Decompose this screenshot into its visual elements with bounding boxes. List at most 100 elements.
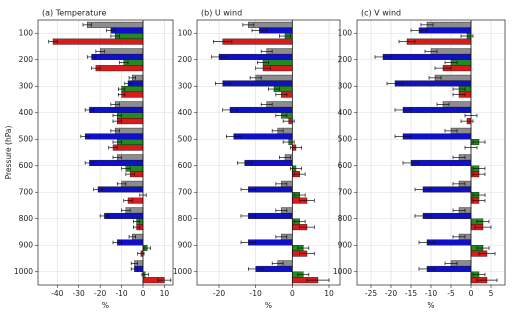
error-bar [242, 23, 255, 27]
y-tick-label: 600 [338, 161, 353, 170]
y-tick-label: 1000 [173, 267, 192, 276]
x-tick-label: -5 [447, 289, 455, 298]
error-bar [268, 87, 280, 91]
error-bar [128, 235, 136, 239]
error-bar [86, 55, 97, 59]
bar [95, 65, 144, 72]
error-bar [143, 246, 151, 250]
bar [406, 38, 472, 45]
error-bar [414, 214, 432, 218]
bar [222, 38, 293, 45]
bar [402, 133, 472, 140]
y-tick-label: 900 [338, 240, 353, 249]
error-bar [112, 113, 122, 118]
bar [222, 80, 293, 87]
error-bar [225, 134, 242, 139]
y-tick-label: 500 [178, 134, 193, 143]
error-bar [84, 108, 95, 112]
error-bar [133, 219, 141, 224]
bar [110, 27, 144, 34]
error-bar [271, 129, 284, 133]
error-bar [472, 166, 486, 171]
error-bar [112, 155, 122, 160]
error-bar [106, 28, 116, 33]
x-axis-label: % [427, 301, 434, 310]
error-bar [386, 81, 404, 86]
error-bar [420, 23, 434, 27]
x-tick-label: -15 [405, 289, 417, 298]
error-bar [214, 81, 231, 86]
y-tick-label: 700 [19, 187, 34, 196]
error-bar [452, 182, 466, 186]
bar [229, 106, 293, 113]
error-bar [275, 92, 288, 97]
error-bar [452, 87, 466, 91]
error-bar [257, 60, 269, 65]
bar [52, 38, 144, 45]
error-bar [452, 208, 466, 213]
x-axis-label: % [102, 301, 109, 310]
error-bar [306, 278, 330, 282]
error-bar [249, 76, 262, 80]
bar [87, 21, 144, 28]
error-bar [293, 172, 306, 176]
error-bar [112, 240, 122, 245]
error-bar [452, 235, 466, 239]
error-bar [275, 182, 288, 186]
bar [97, 186, 144, 193]
error-bar [91, 66, 101, 70]
error-bar [474, 225, 492, 229]
error-bar [410, 28, 428, 33]
x-tick-label: 0 [469, 289, 474, 298]
error-bar [128, 76, 136, 80]
panel-title: (a) Temperature [42, 9, 106, 18]
error-bar [110, 102, 120, 107]
bar [89, 106, 144, 113]
y-tick-label: 400 [178, 108, 193, 117]
y-tick-label: 600 [178, 161, 193, 170]
x-tick-label: -40 [51, 289, 63, 298]
y-tick-label: 200 [178, 55, 193, 64]
error-bar [472, 272, 486, 277]
error-bar [279, 34, 291, 38]
error-bar [236, 161, 253, 165]
y-tick-label: 600 [19, 161, 34, 170]
y-tick-label: 200 [338, 55, 353, 64]
error-bar [157, 278, 172, 282]
error-bar [472, 140, 486, 144]
error-bar [99, 214, 110, 218]
bar [218, 53, 293, 60]
error-bar [402, 161, 420, 165]
error-bar [299, 198, 315, 203]
error-bar [299, 225, 315, 229]
bar [91, 53, 144, 60]
error-bar [211, 55, 227, 59]
x-tick-label: -20 [385, 289, 397, 298]
x-tick-label: -10 [115, 289, 127, 298]
x-tick-label: -20 [213, 289, 225, 298]
y-tick-label: 800 [178, 214, 193, 223]
x-tick-label: 0 [290, 289, 295, 298]
error-bar [297, 272, 310, 277]
error-bar [108, 145, 118, 150]
error-bar [260, 49, 273, 54]
error-bar [275, 113, 288, 118]
bar [410, 159, 472, 166]
y-axis-label: Pressure (hPa) [4, 126, 13, 180]
bar [233, 133, 293, 140]
y-tick-label: 200 [19, 55, 34, 64]
error-bar [418, 240, 436, 245]
y-tick-label: 1000 [14, 267, 33, 276]
error-bar [293, 193, 306, 197]
error-bar [472, 193, 486, 197]
error-bar [119, 60, 129, 65]
error-bar [82, 23, 92, 27]
x-axis-label: % [265, 301, 272, 310]
error-bar [240, 187, 257, 192]
bar [99, 48, 144, 55]
x-tick-label: -10 [425, 289, 437, 298]
bar [402, 106, 472, 113]
panel-title: (c) V wind [361, 9, 401, 18]
error-bar [116, 182, 127, 186]
